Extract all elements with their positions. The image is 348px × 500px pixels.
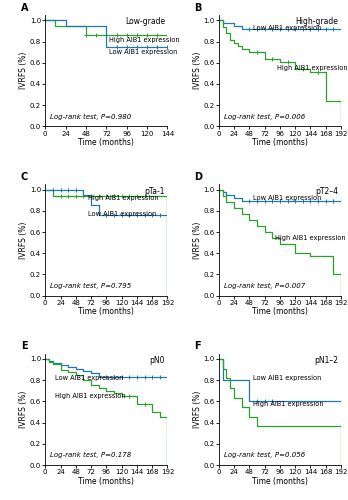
- Text: High AIB1 expression: High AIB1 expression: [253, 400, 324, 406]
- Text: Log-rank test, P=0.006: Log-rank test, P=0.006: [224, 114, 305, 119]
- Text: Low AIB1 expression: Low AIB1 expression: [253, 194, 322, 200]
- Text: E: E: [21, 342, 27, 351]
- Text: Low AIB1 expression: Low AIB1 expression: [253, 26, 322, 32]
- Text: F: F: [195, 342, 201, 351]
- Y-axis label: IVRFS (%): IVRFS (%): [19, 222, 29, 258]
- X-axis label: Time (months): Time (months): [78, 307, 134, 316]
- Y-axis label: IVRFS (%): IVRFS (%): [19, 390, 29, 428]
- Text: Log-rank test, P=0.795: Log-rank test, P=0.795: [50, 283, 132, 289]
- Text: B: B: [195, 3, 202, 13]
- Text: Low AIB1 expression: Low AIB1 expression: [253, 375, 322, 381]
- Text: Low AIB1 expression: Low AIB1 expression: [109, 49, 177, 55]
- Text: pTa-1: pTa-1: [144, 186, 165, 196]
- X-axis label: Time (months): Time (months): [252, 138, 308, 147]
- Text: pN0: pN0: [150, 356, 165, 365]
- Text: High AIB1 expression: High AIB1 expression: [277, 66, 348, 71]
- Text: High AIB1 expression: High AIB1 expression: [109, 36, 180, 43]
- Y-axis label: IVRFS (%): IVRFS (%): [193, 390, 202, 428]
- Text: Log-rank test, P=0.007: Log-rank test, P=0.007: [224, 283, 305, 289]
- Text: D: D: [195, 172, 203, 182]
- Text: pN1–2: pN1–2: [315, 356, 339, 365]
- Text: Low-grade: Low-grade: [125, 17, 165, 26]
- Text: High AIB1 expression: High AIB1 expression: [275, 235, 346, 241]
- Text: Log-rank test, P=0.980: Log-rank test, P=0.980: [50, 114, 132, 119]
- Text: Low AIB1 expression: Low AIB1 expression: [55, 375, 124, 381]
- Text: High AIB1 expression: High AIB1 expression: [55, 393, 126, 399]
- Text: High AIB1 expression: High AIB1 expression: [88, 194, 159, 200]
- Text: High-grade: High-grade: [296, 17, 339, 26]
- X-axis label: Time (months): Time (months): [252, 307, 308, 316]
- Text: Log-rank test, P=0.178: Log-rank test, P=0.178: [50, 452, 132, 458]
- Y-axis label: IVRFS (%): IVRFS (%): [193, 222, 202, 258]
- Text: A: A: [21, 3, 28, 13]
- X-axis label: Time (months): Time (months): [78, 476, 134, 486]
- Text: C: C: [21, 172, 28, 182]
- Y-axis label: IVRFS (%): IVRFS (%): [19, 52, 29, 90]
- X-axis label: Time (months): Time (months): [78, 138, 134, 147]
- Text: pT2–4: pT2–4: [316, 186, 339, 196]
- Y-axis label: IVRFS (%): IVRFS (%): [193, 52, 202, 90]
- Text: Log-rank test, P=0.056: Log-rank test, P=0.056: [224, 452, 305, 458]
- Text: Low AIB1 expression: Low AIB1 expression: [88, 212, 156, 218]
- X-axis label: Time (months): Time (months): [252, 476, 308, 486]
